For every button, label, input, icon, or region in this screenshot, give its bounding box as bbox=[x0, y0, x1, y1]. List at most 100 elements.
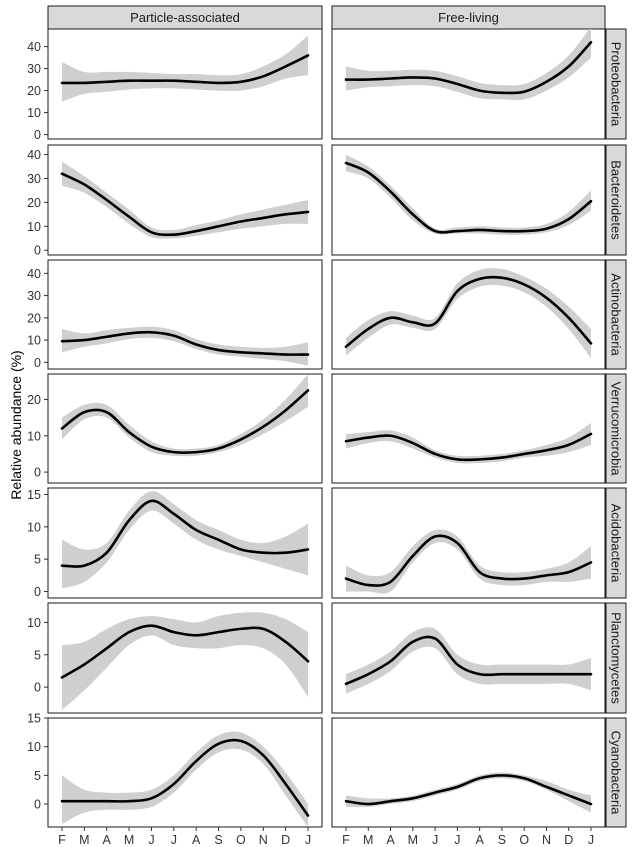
panel-actinobacteria-particle-associated bbox=[47, 259, 323, 370]
panel-acidobacteria-particle-associated bbox=[47, 487, 323, 599]
x-tick-label: N bbox=[259, 833, 268, 847]
trend-line bbox=[60, 499, 310, 568]
y-tick-label: 10 bbox=[27, 520, 41, 534]
x-tick-label: J bbox=[171, 833, 177, 847]
strip-bacteroidetes: Bacteroidetes bbox=[605, 144, 627, 256]
strip-label-bacteroidetes: Bacteroidetes bbox=[609, 160, 624, 240]
panel-cyanobacteria-particle-associated bbox=[47, 717, 323, 828]
y-tick-label: 5 bbox=[34, 648, 41, 662]
y-tick-label: 10 bbox=[27, 220, 41, 234]
strip-proteobacteria: Proteobacteria bbox=[605, 28, 627, 140]
x-tick-label: N bbox=[542, 833, 551, 847]
confidence-band bbox=[346, 154, 591, 235]
x-tick-label: J bbox=[305, 833, 311, 847]
y-tick-label: 30 bbox=[27, 62, 41, 76]
strip-label-verrucomicrobia: Verrucomicrobia bbox=[609, 382, 624, 477]
y-tick-label: 20 bbox=[27, 84, 41, 98]
y-tick-label: 10 bbox=[27, 334, 41, 348]
panel-planctomycetes-free-living bbox=[331, 602, 606, 714]
x-tick-label: D bbox=[281, 833, 290, 847]
y-tick-label: 0 bbox=[34, 356, 41, 370]
panel-grid: 0 10 20 30 40 Proteobacteria 0 10 20 30 40 Bacteroi… bbox=[27, 28, 627, 828]
panel-background bbox=[47, 373, 323, 484]
x-tick-label: F bbox=[342, 833, 350, 847]
y-tick-label: 10 bbox=[27, 106, 41, 120]
x-tick-label: O bbox=[236, 833, 246, 847]
strip-label-proteobacteria: Proteobacteria bbox=[609, 42, 624, 127]
trend-line bbox=[344, 40, 593, 95]
x-tick-label: J bbox=[588, 833, 594, 847]
x-tick-label: M bbox=[124, 833, 134, 847]
strip-label-particle-associated: Particle-associated bbox=[130, 10, 240, 25]
panel-actinobacteria-free-living bbox=[331, 259, 606, 370]
x-tick-label: S bbox=[214, 833, 222, 847]
trend-line bbox=[60, 330, 310, 356]
strip-free-living: Free-living bbox=[331, 5, 606, 30]
confidence-band bbox=[346, 268, 591, 358]
x-tick-label: J bbox=[454, 833, 460, 847]
y-tick-label: 10 bbox=[27, 429, 41, 443]
strip-particle-associated: Particle-associated bbox=[47, 5, 323, 30]
trend-line bbox=[60, 54, 310, 85]
strip-acidobacteria: Acidobacteria bbox=[605, 487, 627, 599]
strip-box-acidobacteria bbox=[605, 487, 627, 599]
panel-background bbox=[331, 717, 606, 828]
y-tick-label: 0 bbox=[34, 128, 41, 142]
x-tick-label: J bbox=[148, 833, 154, 847]
strip-planctomycetes: Planctomycetes bbox=[605, 602, 627, 714]
confidence-band bbox=[346, 772, 591, 813]
x-tick-label: J bbox=[432, 833, 438, 847]
y-tick-label: 15 bbox=[27, 712, 41, 726]
panel-bacteroidetes-particle-associated bbox=[47, 144, 323, 256]
row-acidobacteria: 0 5 10 15 Acidobacteria bbox=[27, 487, 627, 599]
column-strips: Particle-associated Free-living bbox=[47, 5, 606, 30]
x-tick-label: M bbox=[408, 833, 418, 847]
y-tick-label: 40 bbox=[27, 40, 41, 54]
panel-proteobacteria-free-living bbox=[331, 28, 606, 140]
row-verrucomicrobia: 0 10 20 Verrucomicrobia bbox=[27, 373, 627, 484]
y-tick-label: 20 bbox=[27, 196, 41, 210]
x-tick-label: A bbox=[192, 833, 201, 847]
y-tick-label: 20 bbox=[27, 311, 41, 325]
y-tick-label: 15 bbox=[27, 488, 41, 502]
trend-line bbox=[60, 738, 310, 817]
x-tick-label: O bbox=[519, 833, 529, 847]
x-tick-label: A bbox=[475, 833, 484, 847]
strip-box-proteobacteria bbox=[605, 28, 627, 140]
trend-line bbox=[344, 534, 593, 587]
panel-proteobacteria-particle-associated bbox=[47, 28, 323, 140]
y-axis-title: Relative abundance (%) bbox=[8, 350, 24, 499]
trend-line bbox=[60, 389, 310, 454]
panel-background bbox=[331, 602, 606, 714]
strip-label-acidobacteria: Acidobacteria bbox=[609, 504, 624, 584]
strip-cyanobacteria: Cyanobacteria bbox=[605, 717, 627, 828]
x-tick-label: M bbox=[363, 833, 373, 847]
y-tick-label: 30 bbox=[27, 172, 41, 186]
x-tick-label: S bbox=[498, 833, 506, 847]
y-tick-label: 0 bbox=[34, 585, 41, 599]
panel-background bbox=[47, 144, 323, 256]
x-tick-label: A bbox=[386, 833, 395, 847]
y-tick-label: 40 bbox=[27, 267, 41, 281]
x-tick-label: D bbox=[564, 833, 573, 847]
strip-actinobacteria: Actinobacteria bbox=[605, 259, 627, 370]
y-tick-label: 0 bbox=[34, 798, 41, 812]
confidence-band bbox=[346, 627, 591, 694]
y-tick-label: 5 bbox=[34, 769, 41, 783]
y-tick-label: 0 bbox=[34, 244, 41, 258]
panel-background bbox=[331, 373, 606, 484]
panel-acidobacteria-free-living bbox=[331, 487, 606, 599]
panel-cyanobacteria-free-living bbox=[331, 717, 606, 828]
trend-line bbox=[344, 275, 593, 349]
y-tick-label: 10 bbox=[27, 616, 41, 630]
y-tick-label: 0 bbox=[34, 466, 41, 480]
row-cyanobacteria: 0 5 10 15 Cyanobacteria bbox=[27, 712, 627, 828]
panel-planctomycetes-particle-associated bbox=[47, 602, 323, 714]
panel-background bbox=[331, 144, 606, 256]
y-tick-label: 20 bbox=[27, 393, 41, 407]
confidence-band bbox=[62, 731, 308, 827]
strip-box-bacteroidetes bbox=[605, 144, 627, 256]
